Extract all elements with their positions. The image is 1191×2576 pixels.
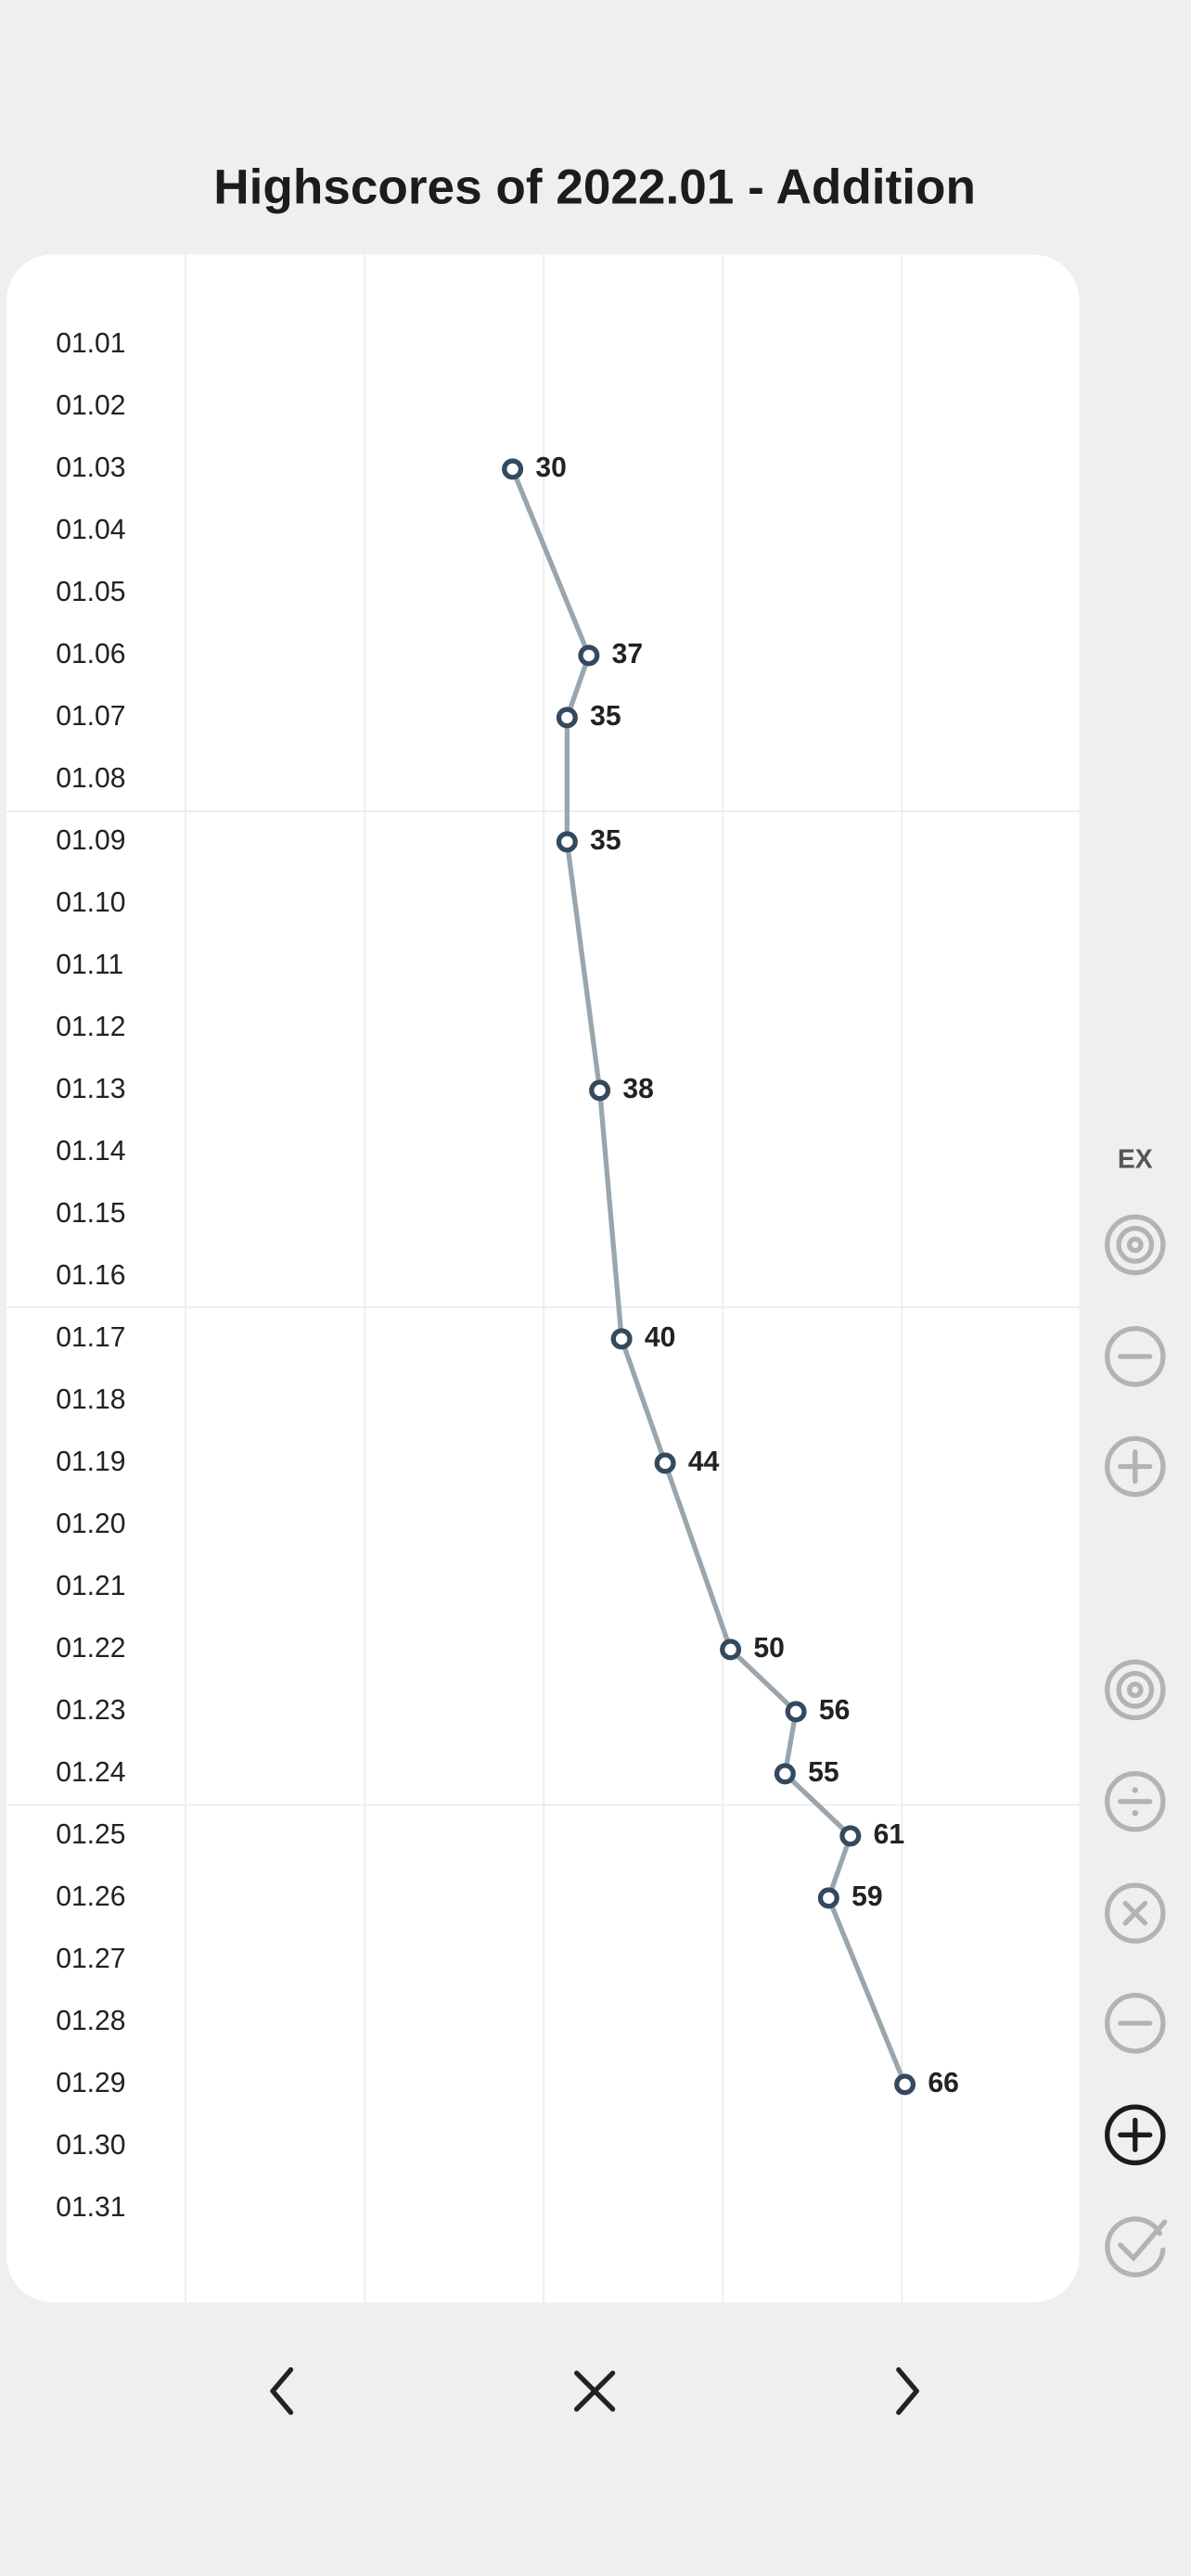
y-tick-label: 01.17 [56,1322,125,1353]
plus-icon-selected[interactable] [1105,2104,1166,2166]
data-label: 59 [852,1881,882,1912]
y-tick-label: 01.16 [56,1260,125,1291]
side-label: EX [1118,1145,1153,1175]
y-tick-label: 01.02 [56,390,125,421]
y-tick-label: 01.01 [56,328,125,359]
data-label: 55 [808,1757,839,1788]
y-tick-label: 01.30 [56,2130,125,2161]
chart-title: Highscores of 2022.01 - Addition [213,159,976,214]
data-label: 35 [590,701,621,732]
target-icon[interactable] [1105,1214,1166,1276]
y-tick-label: 01.03 [56,453,125,483]
point [502,458,524,480]
data-label: 40 [645,1322,675,1353]
y-tick-label: 01.07 [56,701,125,732]
y-tick-label: 01.11 [56,950,123,980]
y-tick-label: 01.13 [56,1074,125,1104]
minus-icon[interactable] [1105,1326,1166,1387]
data-label: 66 [928,2068,958,2098]
point [556,707,578,729]
y-tick-label: 01.18 [56,1384,125,1415]
y-tick-label: 01.25 [56,1819,125,1850]
grid [6,254,1080,2302]
check-icon[interactable] [1105,2216,1168,2277]
y-tick-label: 01.21 [56,1571,125,1601]
point [654,1452,676,1474]
plot: 01.01 01.02 01.03 01.04 01.05 01.06 01.07 01.08… [56,328,959,2223]
y-tick-label: 01.10 [56,887,125,918]
previous-button[interactable] [270,2366,294,2416]
data-label: 50 [753,1633,784,1664]
y-tick-label: 01.08 [56,763,125,794]
y-tick-label: 01.31 [56,2192,125,2223]
times-icon[interactable] [1105,1882,1166,1944]
close-button[interactable] [573,2370,616,2412]
next-button[interactable] [896,2366,919,2416]
y-tick-label: 01.24 [56,1757,125,1788]
y-tick-label: 01.20 [56,1509,125,1539]
minus-icon[interactable] [1105,1993,1166,2054]
data-label: 56 [819,1695,850,1726]
point [785,1701,807,1723]
y-tick-label: 01.27 [56,1944,125,1974]
y-tick-label: 01.28 [56,2006,125,2036]
y-tick-label: 01.09 [56,825,125,856]
data-label: 44 [688,1447,720,1477]
point [610,1328,633,1350]
y-tick-label: 01.04 [56,515,125,545]
data-label: 35 [590,825,621,856]
point [839,1825,862,1847]
point [720,1639,742,1661]
data-label: 30 [535,453,566,483]
divide-icon[interactable] [1105,1771,1166,1832]
y-tick-label: 01.15 [56,1198,125,1229]
point [578,644,600,667]
data-label: 38 [622,1074,653,1104]
y-tick-label: 01.29 [56,2068,125,2098]
data-label: 61 [874,1819,904,1850]
point [894,2073,916,2096]
point [556,831,578,853]
y-tick-label: 01.22 [56,1633,125,1664]
plus-icon[interactable] [1105,1435,1166,1498]
target-icon[interactable] [1105,1659,1166,1721]
y-tick-label: 01.23 [56,1695,125,1726]
point [817,1887,839,1909]
y-tick-label: 01.19 [56,1447,125,1477]
y-tick-label: 01.06 [56,639,125,670]
y-tick-label: 01.14 [56,1136,125,1167]
data-label: 37 [612,639,643,670]
point [589,1079,611,1102]
y-tick-label: 01.12 [56,1012,125,1042]
point [774,1763,796,1785]
y-tick-label: 01.26 [56,1881,125,1912]
y-tick-label: 01.05 [56,577,125,607]
